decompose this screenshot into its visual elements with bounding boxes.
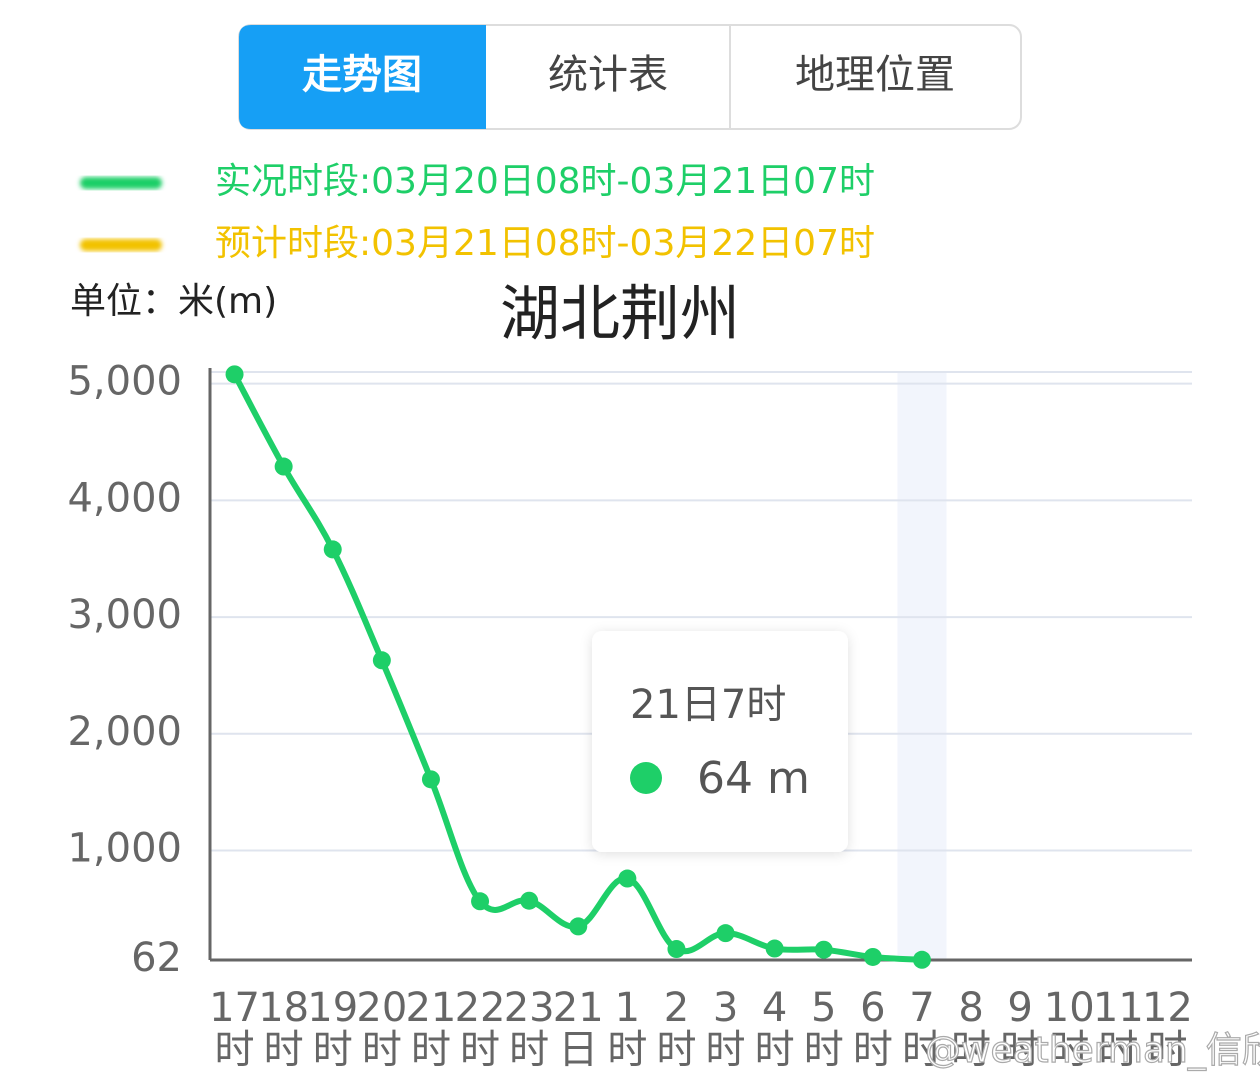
series-line (231, 372, 923, 963)
x-tick-label: 21 日 (553, 985, 604, 1073)
data-point (863, 947, 882, 966)
unit-label: 单位：米(m) (70, 281, 277, 322)
tooltip-title: 21日7时 (630, 682, 786, 728)
y-tick-label: 4,000 (67, 475, 182, 521)
data-point (225, 365, 244, 384)
data-point (471, 892, 490, 911)
x-tick-label: 20 时 (356, 985, 407, 1073)
data-point (323, 540, 342, 559)
watermark: @weatherman_信欣 (925, 1030, 1260, 1071)
x-tick-label: 11 时 (1093, 985, 1144, 1073)
data-point (520, 891, 539, 910)
tooltip (592, 631, 848, 852)
data-point (421, 770, 440, 789)
tooltip-value: 64 m (697, 753, 810, 804)
hover-band (897, 372, 947, 960)
x-tick-label: 21 时 (405, 985, 456, 1073)
tab-bar: 走势图 统计表 地理位置 (238, 24, 1022, 130)
y-tick-label: 5,000 (67, 359, 182, 405)
x-tick-label: 22 时 (455, 985, 506, 1073)
data-point (667, 940, 686, 959)
x-tick-label: 18 时 (258, 985, 309, 1073)
tab[interactable]: 地理位置 (795, 52, 955, 98)
legend-swatch (80, 239, 162, 251)
tab-active[interactable] (239, 25, 486, 129)
data-point (569, 917, 588, 936)
y-tick-label: 1,000 (67, 826, 182, 872)
legend-label: 预计时段:03月21日08时-03月22日07时 (215, 223, 875, 264)
x-tick-label: 10 时 (1044, 985, 1095, 1073)
tab[interactable]: 统计表 (548, 52, 668, 98)
data-point (274, 457, 293, 476)
legend-swatch (80, 177, 162, 189)
data-point (912, 950, 931, 969)
y-tick-label: 62 (131, 935, 182, 981)
tooltip-dot (630, 762, 662, 794)
y-tick-label: 2,000 (67, 709, 182, 755)
data-point (716, 924, 735, 943)
x-tick-label: 23 时 (504, 985, 555, 1073)
x-tick-label: 17 时 (209, 985, 260, 1073)
data-point (618, 869, 637, 888)
tab[interactable]: 走势图 (302, 52, 422, 98)
data-point (765, 939, 784, 958)
data-point (372, 651, 391, 670)
data-point (814, 940, 833, 959)
y-tick-label: 3,000 (67, 592, 182, 638)
x-tick-label: 12 时 (1142, 985, 1193, 1073)
x-tick-label: 19 时 (307, 985, 358, 1073)
legend-label: 实况时段:03月20日08时-03月21日07时 (215, 161, 875, 202)
chart-title: 湖北荆州 (500, 280, 740, 350)
